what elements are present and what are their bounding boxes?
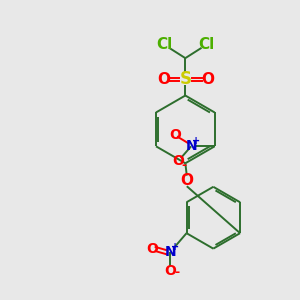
Text: O: O [157, 72, 170, 87]
Text: -: - [181, 159, 186, 172]
Text: Cl: Cl [157, 38, 173, 52]
Text: +: + [171, 242, 179, 252]
Text: S: S [179, 70, 191, 88]
Text: O: O [172, 154, 184, 168]
Text: O: O [201, 72, 214, 87]
Text: N: N [185, 139, 197, 153]
Text: O: O [146, 242, 158, 256]
Text: Cl: Cl [198, 38, 214, 52]
Text: -: - [174, 266, 179, 278]
Text: O: O [180, 173, 193, 188]
Text: O: O [164, 264, 176, 278]
Text: +: + [192, 136, 200, 146]
Text: N: N [164, 245, 176, 259]
Text: O: O [169, 128, 181, 142]
